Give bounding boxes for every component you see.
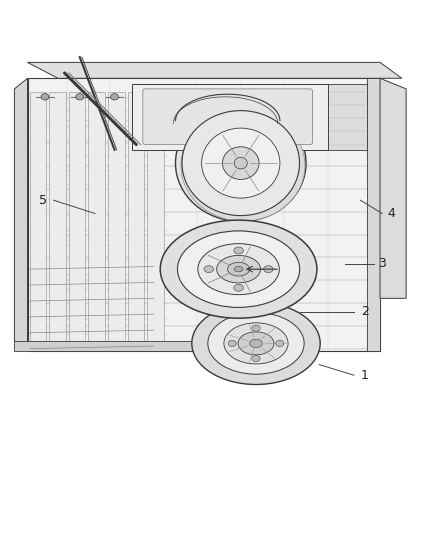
Ellipse shape xyxy=(192,302,320,384)
Ellipse shape xyxy=(234,266,243,272)
Polygon shape xyxy=(367,78,380,351)
Bar xyxy=(108,92,124,346)
Ellipse shape xyxy=(234,247,244,254)
Bar xyxy=(49,92,66,346)
Ellipse shape xyxy=(228,262,250,276)
Bar xyxy=(88,92,105,346)
Ellipse shape xyxy=(223,147,259,180)
Ellipse shape xyxy=(76,94,84,100)
Ellipse shape xyxy=(198,244,279,295)
Bar xyxy=(69,92,85,346)
Text: 3: 3 xyxy=(378,257,386,270)
Ellipse shape xyxy=(176,105,306,221)
Ellipse shape xyxy=(224,323,288,364)
Ellipse shape xyxy=(204,266,214,272)
Ellipse shape xyxy=(217,255,261,283)
Ellipse shape xyxy=(41,94,49,100)
Polygon shape xyxy=(14,78,28,351)
Polygon shape xyxy=(380,78,406,298)
Ellipse shape xyxy=(181,110,305,221)
Ellipse shape xyxy=(228,340,237,346)
Ellipse shape xyxy=(250,340,262,348)
Ellipse shape xyxy=(177,231,300,308)
Polygon shape xyxy=(132,84,328,150)
Ellipse shape xyxy=(111,94,118,100)
Ellipse shape xyxy=(276,340,284,346)
Polygon shape xyxy=(28,62,402,78)
FancyBboxPatch shape xyxy=(143,89,313,144)
Text: 4: 4 xyxy=(387,207,395,220)
Text: 1: 1 xyxy=(361,369,369,382)
Ellipse shape xyxy=(234,284,244,291)
Ellipse shape xyxy=(208,312,304,374)
Ellipse shape xyxy=(238,332,274,355)
Bar xyxy=(30,92,46,346)
Ellipse shape xyxy=(182,111,300,216)
Ellipse shape xyxy=(252,325,260,332)
Ellipse shape xyxy=(264,266,273,272)
Bar xyxy=(147,92,164,346)
Ellipse shape xyxy=(234,157,247,169)
Polygon shape xyxy=(14,341,241,351)
Ellipse shape xyxy=(201,128,280,198)
Polygon shape xyxy=(28,78,380,351)
Text: 2: 2 xyxy=(361,305,369,318)
Text: 5: 5 xyxy=(39,193,47,207)
Bar xyxy=(127,92,144,346)
Ellipse shape xyxy=(160,220,317,318)
Ellipse shape xyxy=(252,356,260,362)
Polygon shape xyxy=(328,84,367,150)
